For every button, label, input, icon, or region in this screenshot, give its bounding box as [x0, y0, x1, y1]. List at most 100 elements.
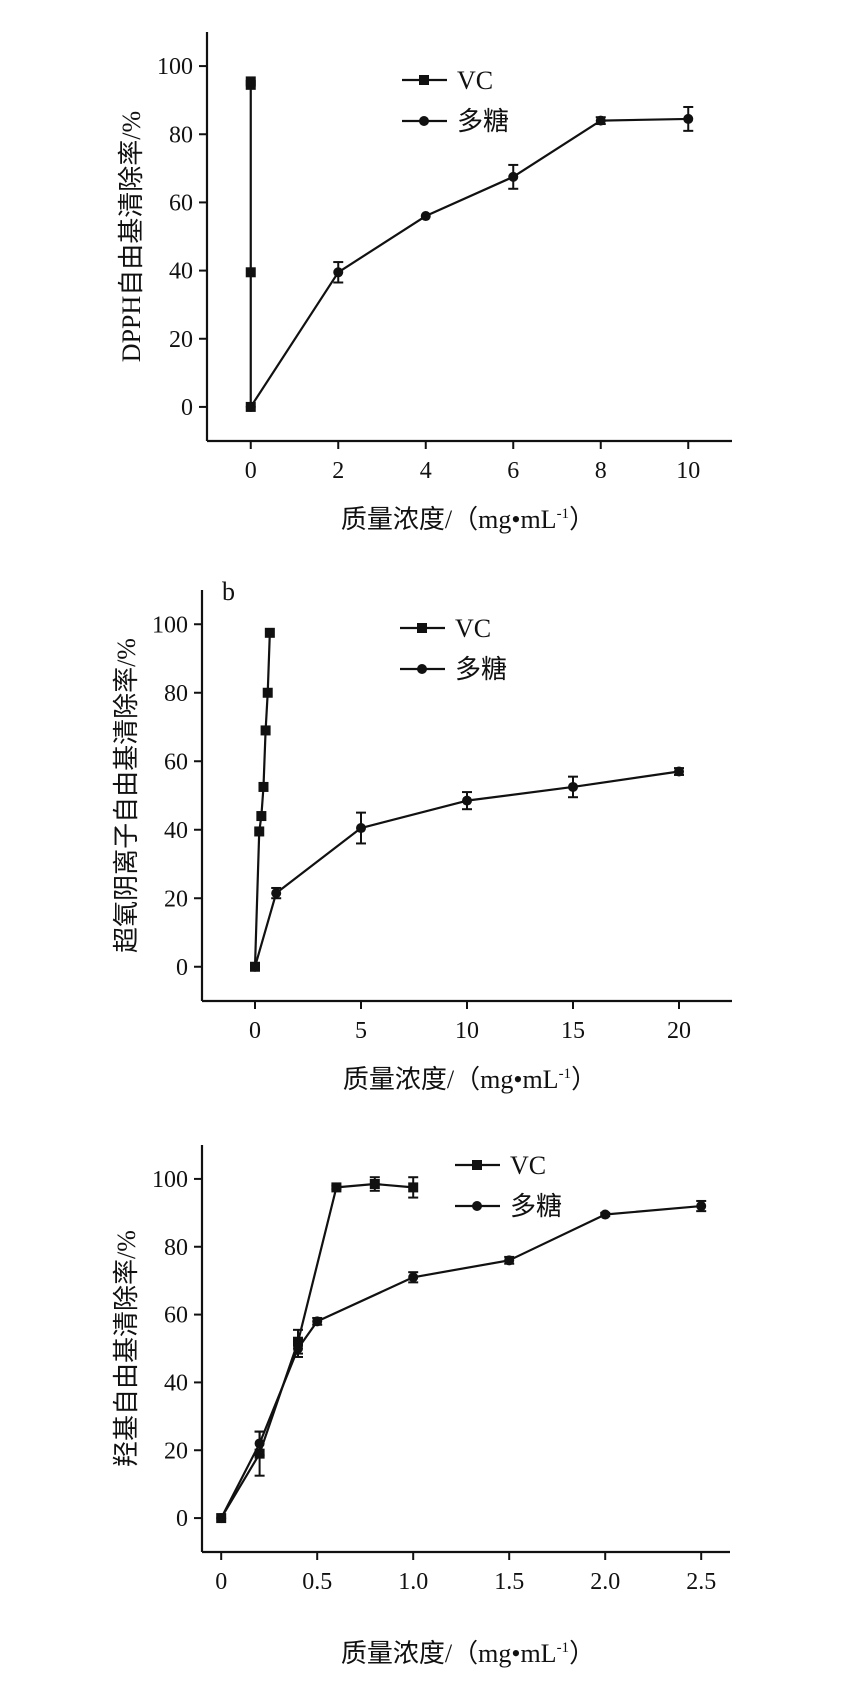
data-point — [216, 1513, 227, 1524]
y-tick-label: 60 — [164, 749, 188, 775]
data-point — [245, 267, 256, 278]
legend-label: VC — [455, 614, 491, 643]
chart-panel-2: 0 5 10 15 20 0 20 40 60 80 100 质量浓度/（mg•mL-1） 超氧阴离子自… — [112, 577, 732, 1094]
legend-label: VC — [457, 66, 493, 95]
legend-label: VC — [510, 1151, 546, 1180]
data-point — [408, 1182, 419, 1193]
data-point — [254, 1438, 265, 1449]
x-tick-label: 4 — [420, 458, 432, 484]
y-tick-label: 0 — [176, 955, 188, 981]
series-polysaccharide — [216, 1199, 707, 1524]
x-tick-label: 20 — [667, 1018, 691, 1044]
data-point — [271, 888, 282, 899]
legend-marker — [472, 1160, 482, 1170]
series-line — [253, 770, 680, 968]
y-tick-label: 0 — [181, 395, 193, 421]
data-point — [369, 1179, 380, 1190]
data-point — [568, 781, 578, 792]
y-tick-label: 80 — [164, 1235, 188, 1261]
data-point — [504, 1255, 515, 1266]
y-tick-label: 40 — [169, 259, 193, 285]
legend-label: 多糖 — [510, 1192, 562, 1221]
legend-marker — [417, 623, 427, 633]
legend-label: 多糖 — [457, 107, 509, 136]
data-point — [262, 687, 273, 698]
chart-panel-3: 0 0.5 1.0 1.5 2.0 2.5 0 20 40 60 80 100 质量浓度/（mg•mL-… — [112, 1145, 730, 1668]
legend-marker — [472, 1201, 482, 1211]
legend: VC 多糖 — [402, 66, 509, 136]
x-tick-label: 10 — [676, 458, 700, 484]
legend: VC 多糖 — [455, 1151, 562, 1221]
legend: VC 多糖 — [400, 614, 507, 684]
data-point — [331, 1182, 342, 1193]
data-point — [250, 961, 260, 972]
y-tick-label: 100 — [152, 1167, 188, 1193]
data-point — [258, 781, 269, 792]
data-point — [420, 211, 431, 222]
x-tick-label: 2.5 — [686, 1569, 716, 1595]
x-axis-label: 质量浓度/（mg•mL-1） — [343, 1065, 597, 1094]
x-tick-label: 2 — [332, 458, 344, 484]
data-point — [293, 1343, 303, 1354]
y-tick-label: 0 — [176, 1506, 188, 1532]
y-axis-label: DPPH自由基清除率/% — [117, 111, 146, 362]
data-point — [462, 795, 472, 806]
x-axis-label: 质量浓度/（mg•mL-1） — [341, 505, 595, 534]
data-point — [254, 826, 265, 837]
y-tick-label: 100 — [157, 54, 193, 80]
data-point — [683, 113, 694, 124]
y-tick-label: 40 — [164, 818, 188, 844]
y-tick-label: 100 — [152, 612, 188, 638]
data-point — [408, 1272, 419, 1283]
x-tick-label: 15 — [561, 1018, 585, 1044]
data-point — [333, 267, 344, 278]
data-point — [356, 823, 366, 834]
data-point — [696, 1201, 707, 1212]
data-point — [600, 1209, 611, 1220]
x-axis-label: 质量浓度/（mg•mL-1） — [341, 1639, 595, 1668]
data-point — [260, 725, 271, 736]
y-tick-label: 80 — [164, 681, 188, 707]
series-polysaccharide — [250, 766, 684, 972]
data-point — [508, 171, 519, 182]
x-tick-label: 10 — [455, 1018, 479, 1044]
y-axis-label: 超氧阴离子自由基清除率/% — [112, 638, 141, 953]
y-axis-label: 羟基自由基清除率/% — [112, 1230, 141, 1467]
data-point — [595, 115, 606, 126]
legend-marker — [417, 664, 427, 674]
x-tick-label: 8 — [595, 458, 607, 484]
series-vc — [250, 627, 275, 972]
x-tick-label: 1.0 — [398, 1569, 428, 1595]
chart-panel-1: 0 2 4 6 8 10020406080100质量浓度/（mg•mL-1）DPPH自由基… — [117, 32, 732, 534]
y-tick-label: 80 — [169, 122, 193, 148]
data-point — [674, 766, 684, 777]
series-line — [220, 1182, 414, 1519]
y-tick-label: 20 — [164, 886, 188, 912]
x-tick-label: 0 — [249, 1018, 261, 1044]
data-point — [245, 401, 256, 412]
x-tick-label: 6 — [507, 458, 519, 484]
y-tick-label: 20 — [164, 1438, 188, 1464]
data-point — [264, 627, 275, 638]
x-tick-label: 5 — [355, 1018, 367, 1044]
series-polysaccharide — [245, 105, 694, 412]
data-point — [245, 76, 256, 87]
series-line — [253, 632, 271, 967]
x-tick-label: 1.5 — [494, 1569, 524, 1595]
y-tick-label: 20 — [169, 327, 193, 353]
x-tick-label: 2.0 — [590, 1569, 620, 1595]
legend-label: 多糖 — [455, 655, 507, 684]
x-tick-label: 0.5 — [302, 1569, 332, 1595]
y-tick-label: 40 — [164, 1370, 188, 1396]
series-line — [249, 117, 689, 408]
series-line — [220, 1204, 702, 1519]
x-tick-label: 0 — [245, 458, 257, 484]
legend-marker — [419, 75, 429, 85]
series-vc — [245, 76, 256, 412]
x-tick-label: 0 — [215, 1569, 227, 1595]
y-tick-label: 60 — [164, 1303, 188, 1329]
panel-letter: b — [222, 577, 235, 606]
data-point — [256, 811, 267, 822]
data-point — [312, 1316, 323, 1327]
